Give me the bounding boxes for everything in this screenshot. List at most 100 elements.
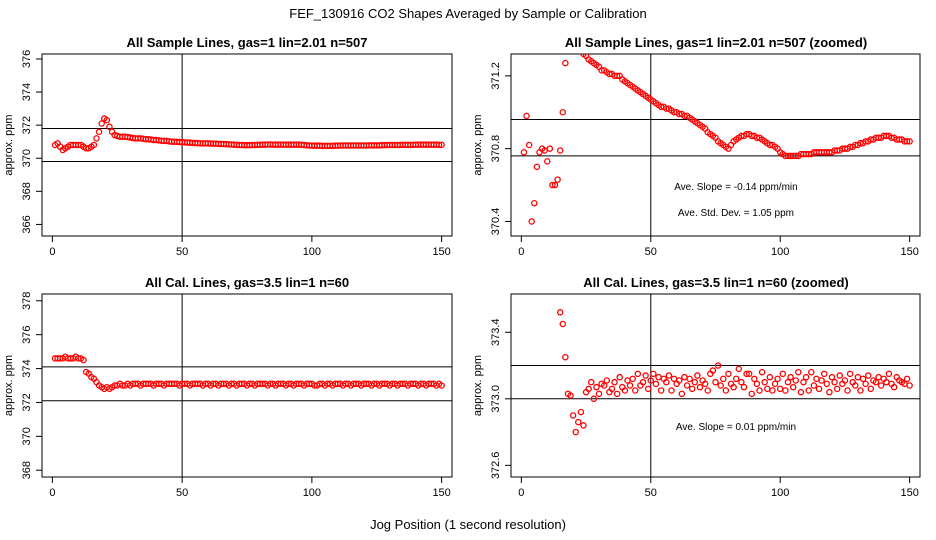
data-point [554, 176, 561, 183]
x-tick-label: 100 [771, 246, 789, 258]
data-point [533, 163, 541, 171]
data-point [787, 373, 794, 381]
data-point [756, 387, 763, 394]
data-point [665, 372, 673, 379]
x-tick-label: 150 [432, 487, 450, 499]
data-point [438, 382, 445, 389]
data-point [725, 370, 732, 378]
data-point [764, 385, 771, 393]
y-tick-label: 372.6 [490, 452, 502, 480]
data-point [655, 373, 662, 381]
data-point [776, 385, 784, 393]
data-point [779, 370, 787, 378]
data-point [751, 375, 758, 383]
panel-sample-lines: All Sample Lines, gas=1 lin=2.01 n=507 ap… [3, 35, 453, 258]
data-point [691, 378, 699, 386]
data-point [621, 387, 629, 394]
data-point [745, 370, 753, 378]
y-tick-label: 370.8 [490, 135, 502, 163]
data-point [805, 387, 812, 394]
data-point [551, 181, 559, 189]
panel-title: All Cal. Lines, gas=3.5 lin=1 n=60 [145, 275, 349, 290]
data-point [678, 390, 686, 398]
data-point [590, 395, 598, 403]
data-point [841, 377, 849, 384]
data-point [624, 377, 631, 384]
y-tick-label: 370 [21, 149, 33, 167]
data-point [748, 390, 755, 398]
data-points [51, 353, 445, 393]
data-point [613, 72, 621, 80]
x-tick-label: 100 [303, 246, 321, 258]
data-point [556, 147, 564, 154]
data-point [859, 375, 867, 383]
x-tick-label: 0 [49, 246, 55, 258]
data-point [626, 382, 634, 389]
data-point [854, 373, 862, 381]
data-point [709, 367, 717, 374]
panel-title: All Cal. Lines, gas=3.5 lin=1 n=60 (zoom… [583, 275, 849, 290]
data-point [784, 378, 792, 386]
data-point [549, 181, 556, 189]
data-point [567, 392, 574, 399]
data-point [103, 116, 111, 124]
data-point [694, 372, 701, 379]
data-point [795, 368, 802, 376]
data-point [559, 320, 567, 328]
data-point [782, 387, 789, 394]
data-point [797, 388, 805, 396]
data-point [701, 380, 709, 388]
plot-frame [510, 53, 921, 237]
y-axis-label: approx. ppm [3, 114, 15, 175]
data-point [642, 372, 649, 379]
data-point [720, 375, 727, 383]
data-point [106, 123, 113, 131]
y-tick-label: 370.4 [490, 208, 502, 236]
data-point [575, 418, 582, 426]
data-point [525, 141, 533, 149]
data-point [556, 309, 564, 316]
panel-title: All Sample Lines, gas=1 lin=2.01 n=507 (… [565, 35, 867, 50]
data-point [769, 387, 776, 394]
y-tick-label: 374 [21, 83, 33, 101]
data-point [98, 120, 105, 127]
data-point [766, 373, 774, 381]
data-point [644, 385, 652, 393]
y-axis-label: approx. ppm [472, 355, 484, 416]
data-point [585, 385, 592, 393]
y-tick-label: 371.2 [490, 62, 502, 90]
panel-sample-lines-zoomed: All Sample Lines, gas=1 lin=2.01 n=507 (… [472, 20, 921, 258]
data-point [732, 375, 740, 383]
y-axis-label: approx. ppm [472, 114, 484, 175]
data-point [668, 387, 675, 394]
data-point [789, 383, 797, 391]
y-tick-label: 372 [21, 393, 33, 411]
x-tick-label: 0 [518, 246, 524, 258]
figure-x-label: Jog Position (1 second resolution) [370, 517, 566, 532]
data-point [818, 377, 825, 384]
x-tick-label: 150 [432, 246, 450, 258]
data-point [559, 108, 567, 116]
data-point [531, 199, 538, 207]
x-tick-label: 150 [900, 246, 918, 258]
data-point [885, 370, 893, 378]
data-point [93, 135, 100, 142]
data-point [864, 372, 872, 379]
annotation: Ave. Std. Dev. = 1.05 ppm [678, 208, 794, 219]
data-point [820, 370, 828, 378]
data-point [438, 141, 445, 149]
y-tick-label: 368 [21, 182, 33, 200]
data-point [90, 141, 98, 149]
data-point [738, 378, 745, 386]
data-point [670, 375, 678, 383]
y-tick-label: 373.0 [490, 385, 502, 413]
x-tick-label: 0 [518, 487, 524, 499]
data-point [903, 138, 911, 145]
data-point [890, 383, 898, 391]
data-point [565, 20, 570, 25]
data-point [580, 422, 587, 429]
data-point [875, 373, 882, 381]
panel-title: All Sample Lines, gas=1 lin=2.01 n=507 [127, 35, 368, 50]
x-tick-label: 150 [900, 487, 918, 499]
plot-frame [41, 293, 453, 478]
